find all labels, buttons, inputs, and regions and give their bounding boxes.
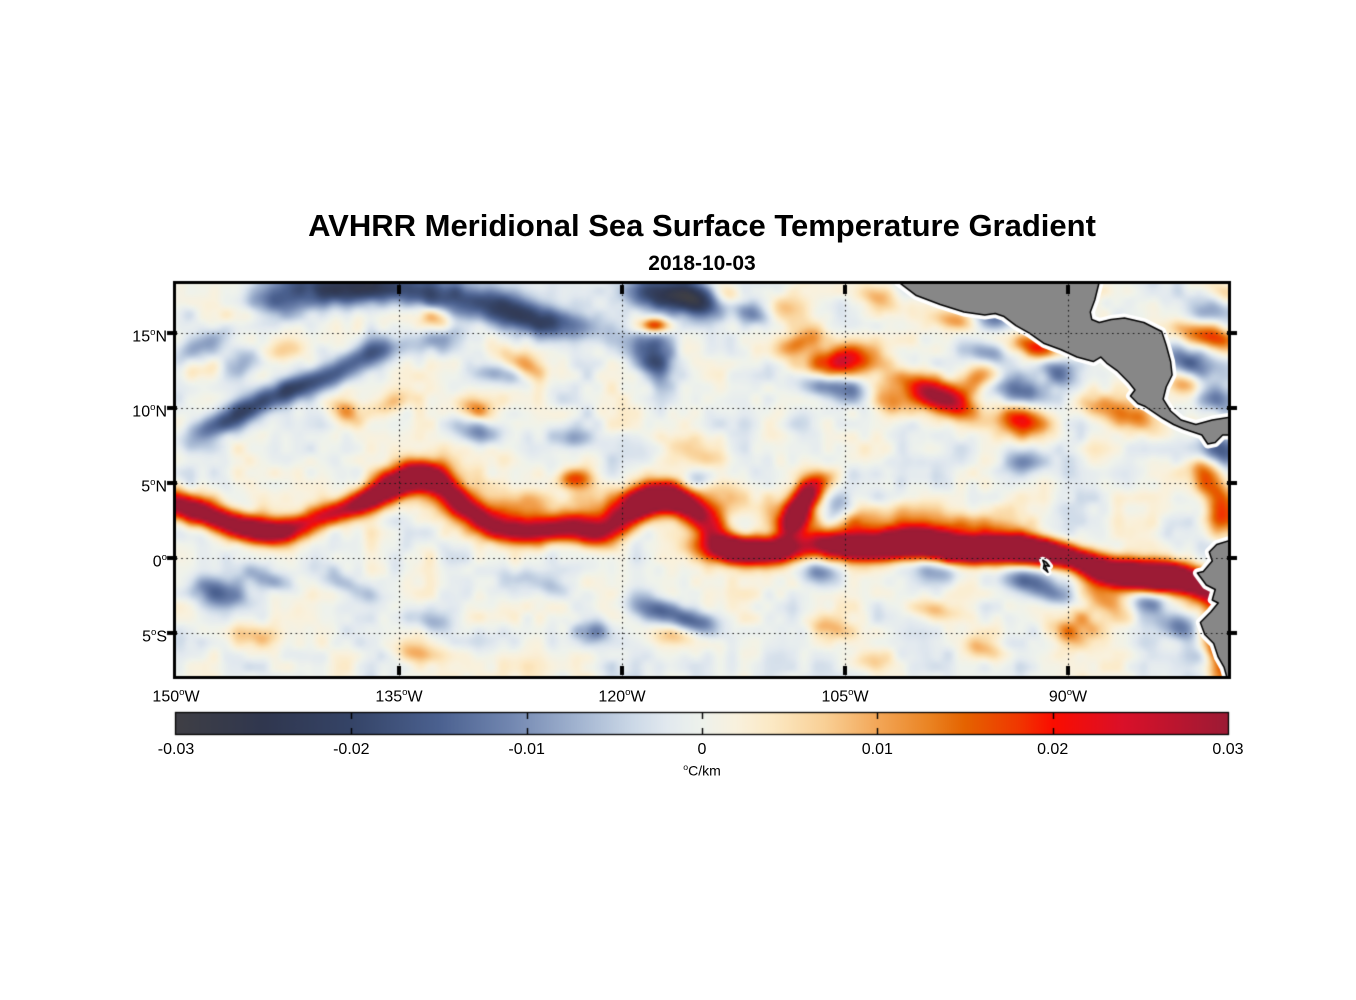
- colorbar-tick-label: 0.03: [1212, 741, 1244, 758]
- y-tick-label: 5oS: [142, 626, 167, 646]
- y-tick-label: 10oN: [132, 402, 167, 421]
- x-tick-label: 105oW: [821, 687, 869, 706]
- y-tick-label: 5oN: [141, 476, 167, 496]
- chart-date: 2018-10-03: [648, 252, 756, 275]
- colorbar-tick-label: 0.02: [1037, 741, 1069, 758]
- colorbar-tick-label: -0.02: [333, 741, 370, 758]
- y-tick-label: 0o: [152, 551, 167, 571]
- x-tick-label: 135oW: [375, 687, 423, 706]
- x-tick-label: 120oW: [598, 687, 646, 706]
- x-tick-label: 150oW: [152, 687, 200, 706]
- colorbar-tick-label: 0: [697, 741, 707, 758]
- colorbar-tick-label: -0.03: [157, 741, 195, 758]
- degree-symbol: o: [683, 762, 689, 772]
- colorbar-tick-label: -0.01: [508, 741, 545, 758]
- colorbar-tick-label: 0.01: [861, 741, 893, 758]
- x-tick-label: 90oW: [1048, 687, 1088, 706]
- y-tick-label: 15oN: [132, 327, 167, 346]
- chart-title: AVHRR Meridional Sea Surface Temperature…: [308, 208, 1096, 243]
- colorbar-unit: oC/km: [176, 762, 1228, 779]
- colorbar-unit-text: C/km: [688, 762, 721, 779]
